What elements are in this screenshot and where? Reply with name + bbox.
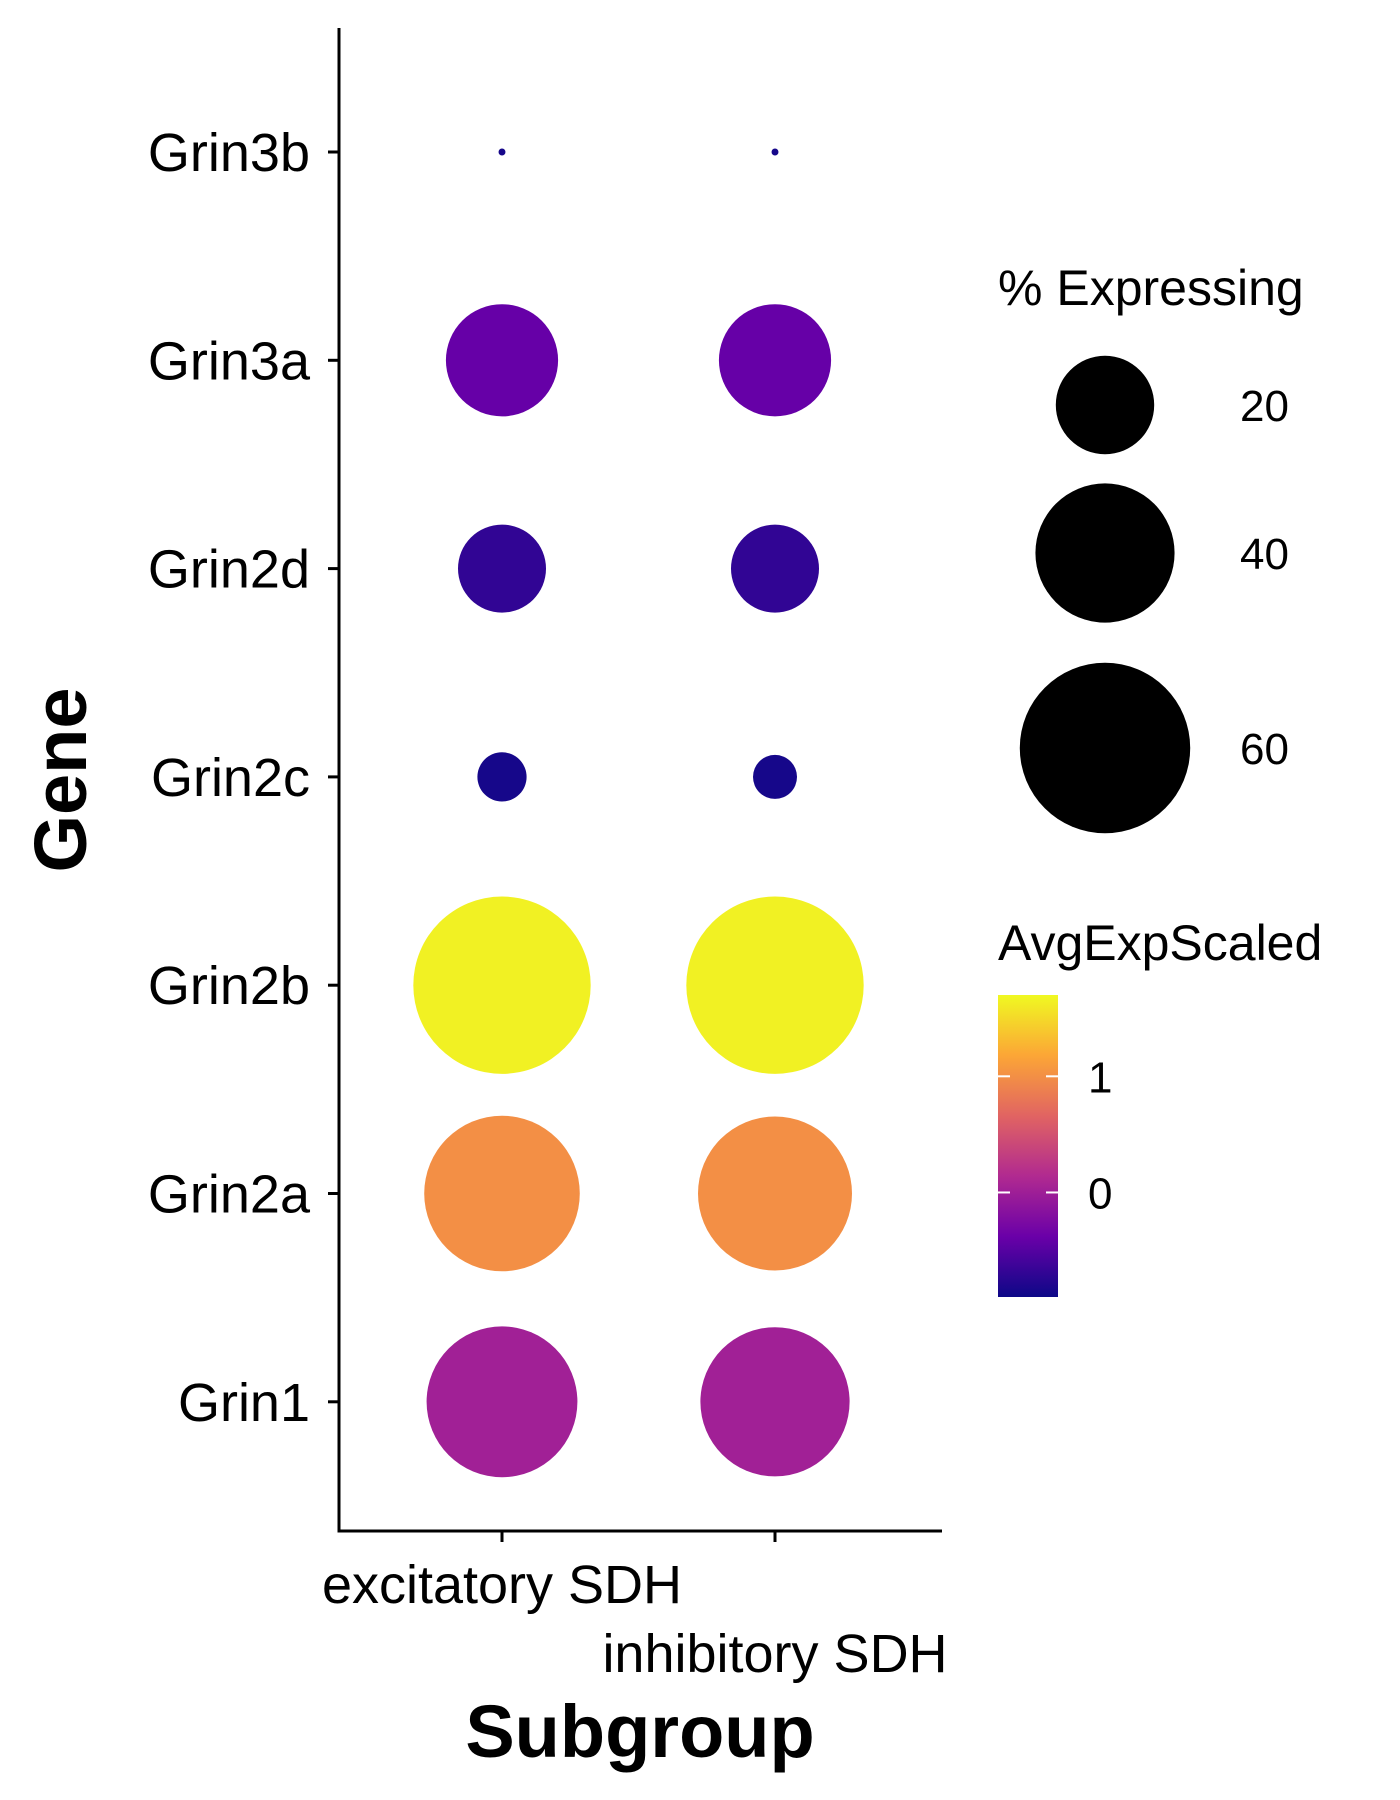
x-ticks: excitatory SDH inhibitory SDH [322, 1531, 948, 1684]
size-legend: % Expressing 20 40 60 [998, 260, 1304, 834]
dot-grin2a-inhibitory-sdh [698, 1116, 852, 1271]
y-tick-label-grin2c: Grin2c [151, 748, 310, 808]
colorbar [998, 995, 1058, 1297]
y-tick-label-grin1: Grin1 [178, 1373, 310, 1433]
dot-grin2b-inhibitory-sdh [686, 896, 864, 1074]
y-axis-title: Gene [19, 687, 102, 872]
dot-grin1-inhibitory-sdh [700, 1327, 850, 1477]
dot-grin3b-excitatory-sdh [498, 148, 506, 156]
dot-grin3a-inhibitory-sdh [718, 304, 832, 417]
dot-grin2b-excitatory-sdh [413, 896, 591, 1074]
dot-grin2c-excitatory-sdh [477, 752, 527, 802]
size-legend-dot-40 [1035, 483, 1175, 623]
y-tick-label-grin2d: Grin2d [148, 540, 310, 600]
y-ticks: Grin1 Grin2a Grin2b Grin2c Grin2d Grin3a Grin3… [148, 123, 339, 1433]
size-legend-dot-60 [1019, 662, 1191, 834]
size-legend-label-40: 40 [1240, 530, 1289, 579]
y-tick-label-grin3b: Grin3b [148, 123, 310, 183]
size-legend-dot-20 [1055, 355, 1155, 455]
dot-grin2c-inhibitory-sdh [753, 754, 797, 799]
y-tick-label-grin2a: Grin2a [148, 1165, 311, 1225]
dot-grin2a-excitatory-sdh [424, 1115, 580, 1272]
y-tick-label-grin3a: Grin3a [148, 331, 311, 391]
color-legend-title: AvgExpScaled [998, 915, 1322, 971]
x-axis-title: Subgroup [465, 1690, 814, 1773]
size-legend-label-60: 60 [1240, 725, 1289, 774]
size-legend-items: 20 40 60 [1019, 355, 1289, 834]
colorbar-label-1: 1 [1088, 1053, 1112, 1102]
x-tick-label-excitatory-sdh: excitatory SDH [322, 1555, 682, 1615]
color-legend-ticks: 01 [998, 1053, 1112, 1218]
size-legend-title: % Expressing [998, 260, 1304, 316]
size-legend-label-20: 20 [1240, 382, 1289, 431]
color-legend: AvgExpScaled 01 [998, 915, 1322, 1297]
dot-grin3b-inhibitory-sdh [771, 148, 779, 156]
colorbar-label-0: 0 [1088, 1169, 1112, 1218]
dot-grin1-excitatory-sdh [426, 1326, 578, 1478]
plot-area: Grin1 Grin2a Grin2b Grin2c Grin2d Grin3a Grin3… [148, 28, 948, 1684]
dot-grin3a-excitatory-sdh [445, 304, 559, 417]
dot-grin2d-excitatory-sdh [458, 524, 546, 613]
y-tick-label-grin2b: Grin2b [148, 956, 310, 1016]
points-layer [413, 148, 864, 1478]
x-tick-label-inhibitory-sdh: inhibitory SDH [602, 1624, 947, 1684]
dot-grin2d-inhibitory-sdh [731, 524, 819, 613]
